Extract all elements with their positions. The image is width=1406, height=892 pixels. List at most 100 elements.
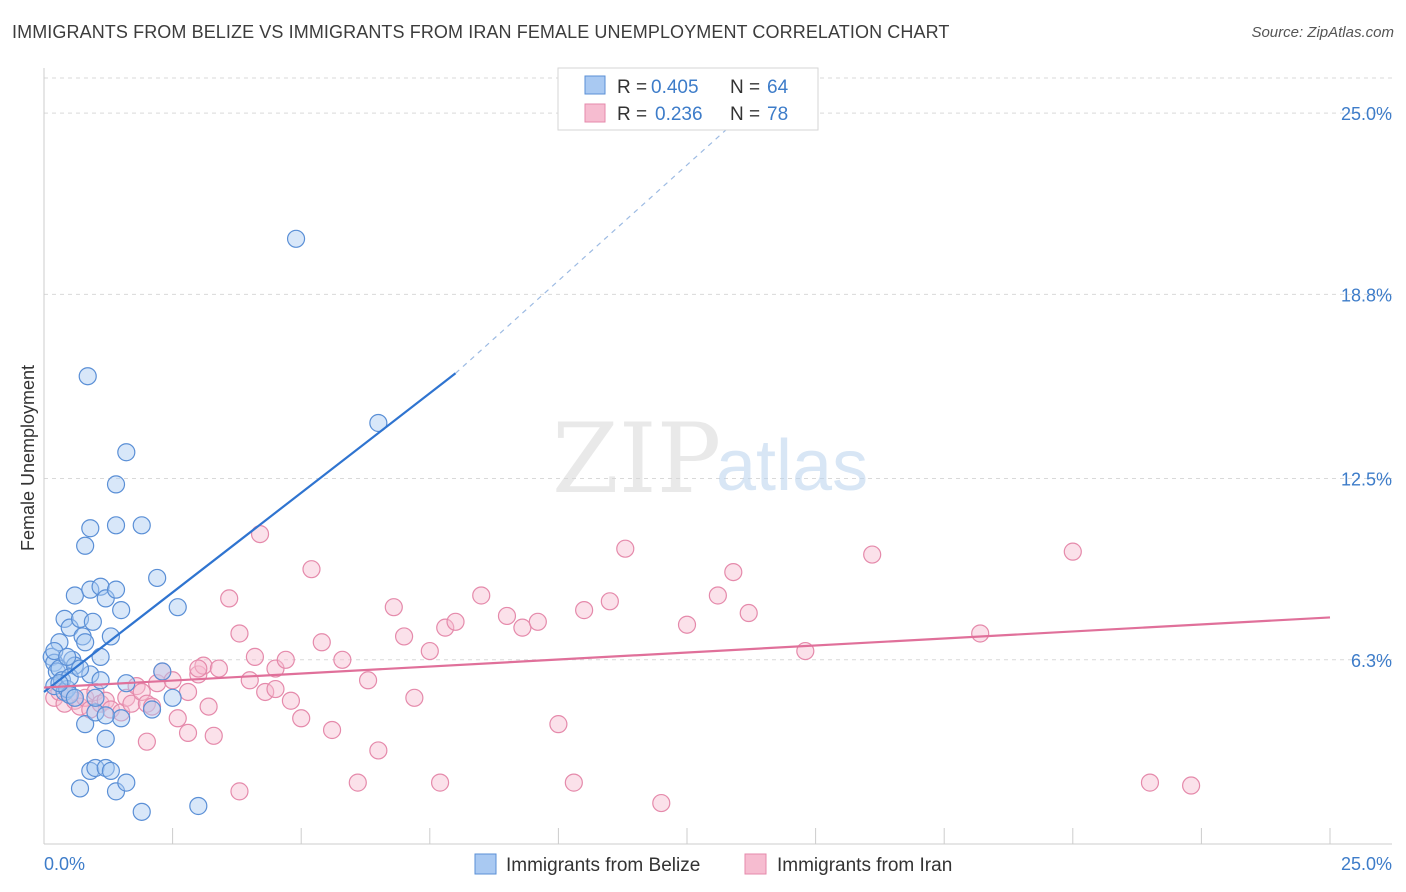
iran-point-27 xyxy=(204,726,223,745)
iran-point-39 xyxy=(312,633,331,652)
iran-point-35 xyxy=(276,650,295,669)
iran-point-50 xyxy=(446,612,465,631)
belize-point-17 xyxy=(76,633,95,652)
iran-point-54 xyxy=(528,612,547,631)
grid-layer xyxy=(44,77,1392,661)
source-credit: Source: ZipAtlas.com xyxy=(1251,24,1394,41)
watermark-atlas-text: atlas xyxy=(716,426,868,506)
iran-point-77 xyxy=(358,671,378,690)
belize-point-43 xyxy=(148,568,167,588)
belize-point-44 xyxy=(132,516,151,535)
belize-point-46 xyxy=(81,519,100,538)
y-tick-label-1: 12.5% xyxy=(1341,470,1392,490)
iran-point-41 xyxy=(333,650,352,669)
belize-point-63 xyxy=(58,647,77,666)
belize-point-21 xyxy=(81,580,100,599)
belize-point-60 xyxy=(142,700,162,719)
iran-point-51 xyxy=(472,586,491,605)
iran-point-75 xyxy=(189,659,208,678)
iran-point-49 xyxy=(436,618,455,637)
belize-point-38 xyxy=(117,773,136,792)
tick-labels: 6.3% 12.5% 18.8% 25.0% 0.0% 25.0% xyxy=(44,104,1392,874)
iran-point-30 xyxy=(230,624,249,643)
iran-point-45 xyxy=(394,627,414,646)
belize-point-49 xyxy=(117,443,136,462)
belize-point-32 xyxy=(81,761,100,781)
iran-point-67 xyxy=(971,624,990,643)
iran-point-46 xyxy=(405,688,424,707)
iran-point-63 xyxy=(724,562,743,582)
belize-point-28 xyxy=(76,715,95,734)
iran-point-16 xyxy=(132,682,151,702)
iran-point-64 xyxy=(739,603,758,623)
legend-stats-belize-r-value: 0.405 xyxy=(651,77,699,98)
legend-belize-label: Immigrants from Belize xyxy=(506,855,700,876)
belize-point-40 xyxy=(153,662,172,681)
iran-point-60 xyxy=(652,793,671,813)
belize-point-51 xyxy=(189,796,208,816)
belize-point-25 xyxy=(112,601,131,620)
iran-point-76 xyxy=(137,732,156,751)
iran-point-71 xyxy=(230,782,249,801)
y-axis-title: Female Unemployment xyxy=(18,365,38,551)
legend-stats-iran-r-label: R = xyxy=(617,104,647,125)
iran-point-10 xyxy=(96,691,115,710)
iran-point-57 xyxy=(575,601,594,620)
belize-trend-line xyxy=(43,372,457,693)
iran-point-59 xyxy=(616,539,635,558)
watermark: ZIP atlas xyxy=(552,403,868,515)
x-tick-label-1: 25.0% xyxy=(1341,854,1392,874)
belize-point-34 xyxy=(96,758,115,778)
trend-layer xyxy=(43,95,1331,693)
belize-point-20 xyxy=(65,586,84,605)
belize-point-42 xyxy=(168,598,187,617)
iran-point-9 xyxy=(91,694,110,713)
iran-point-61 xyxy=(677,615,697,634)
iran-point-37 xyxy=(292,709,311,728)
y-tick-label-3: 25.0% xyxy=(1341,104,1392,124)
iran-point-72 xyxy=(178,723,198,743)
legend-stats-iran-r-value: 0.236 xyxy=(655,104,703,125)
iran-point-14 xyxy=(122,694,141,713)
legend-belize-swatch xyxy=(474,853,497,875)
belize-point-10 xyxy=(50,633,69,652)
belize-point-9 xyxy=(65,688,84,707)
belize-point-61 xyxy=(70,659,90,678)
belize-point-24 xyxy=(106,580,126,599)
belize-point-48 xyxy=(106,475,126,494)
belize-point-45 xyxy=(106,516,126,535)
y-tick-label-2: 18.8% xyxy=(1341,285,1392,305)
iran-point-23 xyxy=(178,682,198,702)
belize-point-11 xyxy=(55,609,74,628)
iran-point-58 xyxy=(600,592,619,611)
iran-point-44 xyxy=(384,598,403,617)
belize-point-53 xyxy=(369,413,388,433)
belize-point-39 xyxy=(132,802,151,821)
iran-point-28 xyxy=(209,659,228,678)
axis-layer xyxy=(43,68,1392,845)
iran-point-26 xyxy=(199,697,218,716)
legend-iran-label: Immigrants from Iran xyxy=(777,855,952,876)
legend-stats-iran-n-label: N = xyxy=(730,104,760,125)
belize-point-26 xyxy=(101,627,120,646)
iran-point-62 xyxy=(708,586,727,605)
iran-point-56 xyxy=(564,773,583,792)
iran-point-48 xyxy=(430,773,450,792)
legend-stats-iran-n-value: 78 xyxy=(767,104,788,125)
belize-point-52 xyxy=(286,229,306,248)
y-tick-label-0: 6.3% xyxy=(1351,651,1392,671)
series-iran-points xyxy=(45,524,1201,813)
iran-point-74 xyxy=(266,679,285,699)
belize-point-18 xyxy=(81,665,100,684)
belize-point-29 xyxy=(86,703,105,722)
iran-point-70 xyxy=(1182,776,1201,795)
belize-point-19 xyxy=(83,612,102,631)
iran-point-47 xyxy=(420,641,439,661)
iran-point-33 xyxy=(256,682,275,702)
legend-stats-belize-n-label: N = xyxy=(730,77,760,98)
belize-point-30 xyxy=(96,729,115,748)
iran-point-55 xyxy=(549,715,568,734)
legend-stats-belize-swatch xyxy=(584,75,606,95)
iran-point-42 xyxy=(348,773,367,792)
